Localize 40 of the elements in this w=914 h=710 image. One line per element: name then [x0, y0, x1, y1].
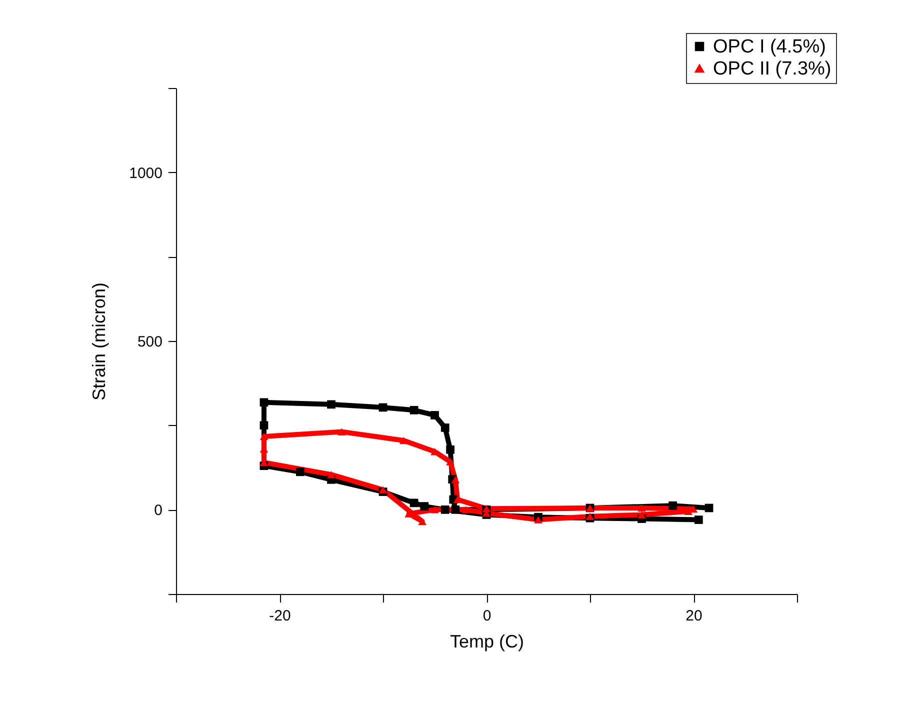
point	[668, 501, 677, 510]
point	[430, 411, 439, 420]
point	[337, 428, 346, 436]
point	[260, 398, 268, 407]
point	[694, 516, 703, 524]
point	[327, 400, 336, 409]
y-axis-title: Strain (micron)	[89, 282, 110, 401]
y-tick-label: 500	[137, 334, 162, 350]
point	[410, 406, 418, 414]
point	[327, 470, 336, 478]
point	[440, 424, 450, 432]
legend-label: OPC I (4.5%)	[713, 36, 826, 58]
point	[534, 516, 542, 524]
x-axis-title: Temp (C)	[450, 632, 524, 652]
point	[638, 511, 646, 518]
point	[638, 504, 646, 512]
point	[418, 518, 427, 526]
point	[446, 445, 454, 454]
point	[260, 421, 268, 430]
point	[453, 496, 462, 504]
point	[451, 505, 460, 514]
point	[420, 502, 429, 510]
point	[378, 403, 388, 412]
point	[296, 468, 304, 476]
point	[260, 432, 268, 440]
legend-label: OPC II (7.3%)	[713, 58, 832, 80]
x-tick-label: -20	[269, 608, 291, 624]
point	[430, 506, 439, 514]
point	[462, 506, 470, 514]
y-tick-label: 0	[154, 502, 162, 520]
x-tick-label: 20	[686, 608, 702, 624]
x-tick-label: 0	[482, 608, 492, 624]
point	[440, 505, 450, 514]
point	[704, 504, 714, 512]
point	[378, 486, 388, 494]
point	[400, 436, 408, 444]
point	[410, 498, 418, 508]
point	[446, 458, 454, 466]
point	[451, 476, 460, 484]
y-tick-label: 1000	[129, 164, 162, 182]
